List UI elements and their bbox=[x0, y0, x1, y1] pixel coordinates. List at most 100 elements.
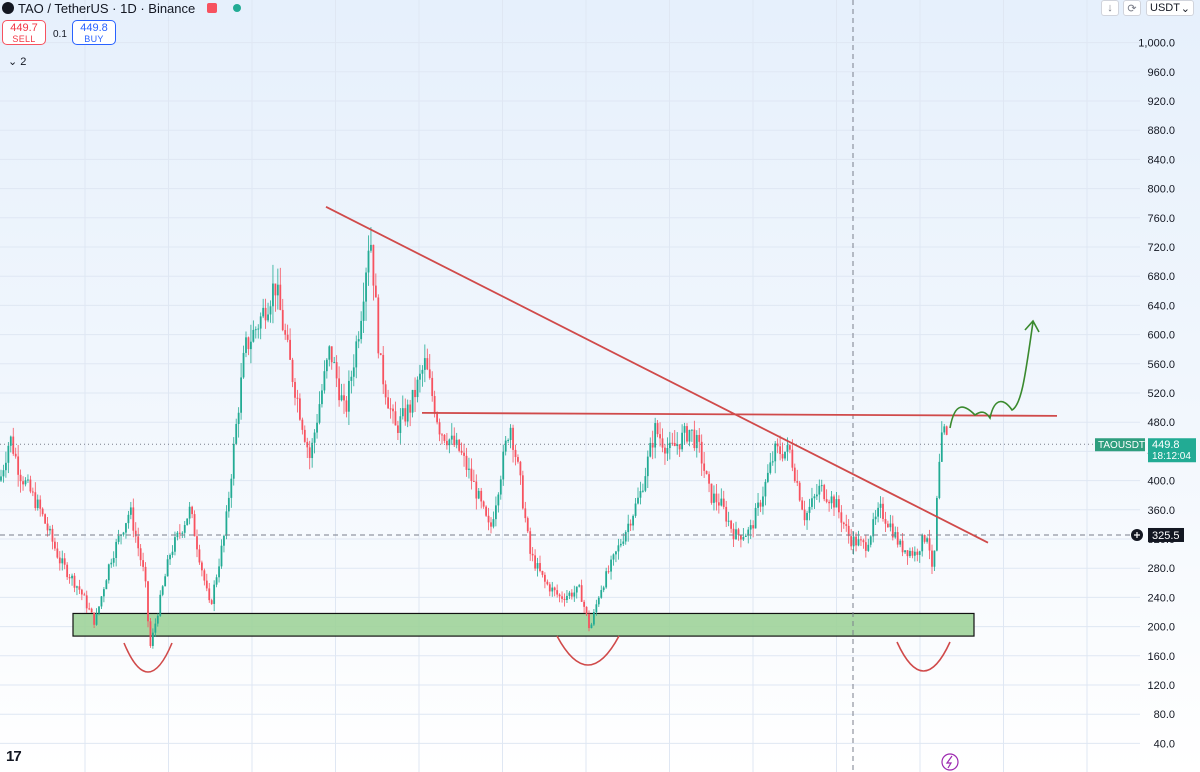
candle bbox=[857, 539, 860, 546]
candle bbox=[786, 445, 789, 452]
candle bbox=[230, 478, 233, 498]
candle bbox=[377, 297, 380, 354]
indicators-toggle[interactable]: ⌄ 2 bbox=[8, 55, 26, 68]
candle bbox=[433, 396, 436, 414]
candle bbox=[152, 632, 154, 646]
candle bbox=[548, 584, 551, 592]
arrow-down-icon: ↓ bbox=[1107, 2, 1113, 14]
candle bbox=[671, 442, 674, 444]
candle bbox=[186, 518, 189, 526]
candle bbox=[352, 367, 355, 377]
candle bbox=[715, 493, 718, 503]
symbol-title: TAO / TetherUS · 1D · Binance bbox=[18, 0, 196, 16]
candle bbox=[891, 523, 894, 538]
countdown-label: 18:12:04 bbox=[1152, 451, 1191, 462]
candle bbox=[789, 445, 791, 450]
candle bbox=[372, 244, 375, 286]
candle bbox=[735, 529, 737, 540]
candle bbox=[245, 337, 247, 353]
candle bbox=[450, 435, 453, 440]
candle bbox=[311, 442, 314, 459]
candle bbox=[174, 537, 176, 552]
sell-button[interactable]: 449.7 SELL bbox=[2, 20, 46, 45]
candle bbox=[208, 588, 211, 601]
candle bbox=[482, 501, 485, 507]
candle bbox=[193, 514, 196, 537]
candle bbox=[370, 244, 372, 251]
candle bbox=[455, 439, 458, 446]
candle bbox=[710, 483, 713, 503]
descending-trendline bbox=[325, 206, 989, 544]
candle bbox=[580, 585, 583, 602]
candle bbox=[362, 301, 365, 321]
price-tick-label: 240.0 bbox=[1147, 592, 1175, 604]
candle bbox=[833, 496, 835, 508]
price-tick-label: 800.0 bbox=[1147, 184, 1175, 196]
candle bbox=[100, 596, 103, 607]
flag-icon[interactable] bbox=[207, 3, 218, 13]
candle bbox=[693, 429, 696, 449]
candle bbox=[705, 470, 708, 475]
candle bbox=[688, 429, 691, 442]
candle bbox=[495, 505, 497, 520]
candle bbox=[63, 558, 66, 565]
last-price-badge bbox=[1148, 438, 1196, 463]
candle bbox=[71, 575, 73, 579]
candle bbox=[301, 419, 304, 430]
scroll-down-button[interactable]: ↓ bbox=[1101, 0, 1119, 16]
candle bbox=[338, 378, 340, 401]
candle bbox=[570, 592, 573, 597]
currency-select[interactable]: USDT ⌄ bbox=[1146, 0, 1194, 16]
candle bbox=[909, 550, 911, 557]
buy-label: BUY bbox=[84, 34, 104, 44]
candle bbox=[384, 384, 387, 398]
candle bbox=[203, 570, 206, 581]
price-tick-label: 560.0 bbox=[1147, 359, 1175, 371]
candle bbox=[183, 525, 186, 533]
candle bbox=[573, 592, 576, 597]
candle bbox=[593, 612, 595, 625]
candle bbox=[29, 479, 32, 492]
candle bbox=[668, 442, 671, 449]
candle bbox=[323, 371, 326, 391]
candle bbox=[642, 490, 644, 492]
candle bbox=[58, 557, 61, 564]
candle bbox=[551, 587, 554, 592]
candle bbox=[855, 536, 857, 546]
candle bbox=[144, 566, 147, 582]
candle bbox=[27, 479, 29, 481]
price-tick-label: 480.0 bbox=[1147, 417, 1175, 429]
candle bbox=[458, 439, 461, 451]
candle bbox=[49, 528, 51, 531]
candle bbox=[105, 580, 108, 590]
candle bbox=[36, 499, 39, 509]
candle bbox=[90, 608, 93, 613]
buy-button[interactable]: 449.8 BUY bbox=[72, 20, 116, 45]
refresh-button[interactable]: ⟳ bbox=[1123, 0, 1141, 16]
candle bbox=[632, 515, 634, 526]
candle bbox=[147, 581, 149, 622]
bottom-arc bbox=[123, 642, 173, 673]
candle bbox=[468, 468, 470, 470]
candle bbox=[201, 562, 203, 571]
candle bbox=[793, 467, 796, 482]
candle bbox=[889, 523, 892, 528]
candle bbox=[406, 404, 409, 422]
sell-label: SELL bbox=[12, 34, 36, 44]
price-tick-label: 160.0 bbox=[1147, 651, 1175, 663]
candle bbox=[879, 503, 882, 508]
candle bbox=[365, 272, 367, 302]
candle bbox=[394, 411, 397, 426]
candle bbox=[759, 502, 762, 507]
candle bbox=[294, 381, 296, 398]
candle bbox=[73, 575, 76, 588]
candle bbox=[610, 559, 612, 572]
candle bbox=[847, 525, 850, 537]
candle bbox=[744, 535, 747, 538]
candle bbox=[637, 497, 639, 504]
candle bbox=[154, 623, 157, 633]
candle bbox=[918, 551, 921, 555]
candle bbox=[355, 341, 358, 368]
candle bbox=[227, 497, 230, 512]
